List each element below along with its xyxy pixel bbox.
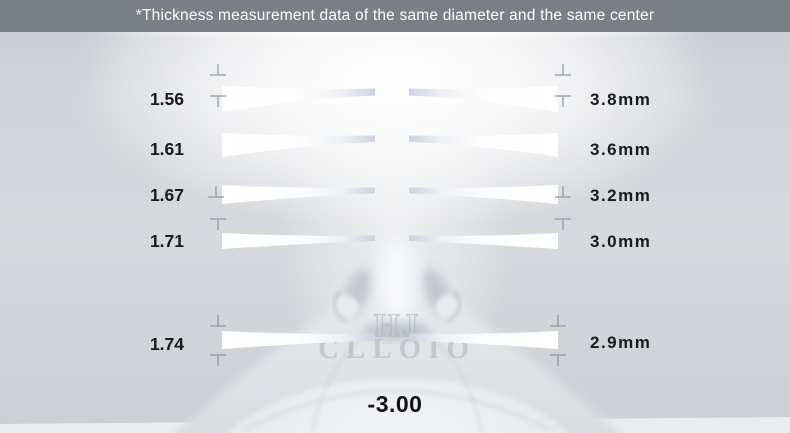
thickness-marker-icon bbox=[210, 354, 226, 366]
lens-power-label: -3.00 bbox=[367, 391, 423, 417]
lens-diagram bbox=[208, 64, 571, 366]
thickness-label: 2.9mm bbox=[590, 333, 652, 352]
thickness-marker-icon bbox=[550, 315, 566, 327]
lens-row bbox=[210, 218, 571, 249]
thickness-marker-icon bbox=[555, 218, 571, 230]
lens-row bbox=[210, 64, 571, 112]
thickness-marker-icon bbox=[555, 64, 571, 76]
lens-profile-right bbox=[409, 331, 558, 349]
index-label: 1.71 bbox=[149, 231, 184, 251]
nose-wing-left bbox=[331, 295, 359, 319]
thickness-marker-icon bbox=[555, 95, 571, 107]
thickness-marker-icon bbox=[210, 218, 226, 230]
lens-profile-right bbox=[409, 133, 558, 157]
nose-ridge-highlight bbox=[381, 240, 413, 324]
thickness-marker-icon bbox=[210, 315, 226, 327]
index-label: 1.67 bbox=[149, 185, 184, 205]
lip-arc bbox=[243, 390, 551, 431]
thickness-marker-icon bbox=[550, 354, 566, 366]
nostril-left bbox=[333, 291, 347, 322]
lens-row bbox=[208, 185, 571, 204]
lens-profile-right bbox=[409, 86, 558, 112]
thickness-marker-icon bbox=[555, 186, 571, 198]
index-label: 1.61 bbox=[149, 139, 184, 159]
watermark: HJ CLLOIO bbox=[318, 307, 469, 365]
lens-profile-left bbox=[222, 233, 375, 249]
thickness-marker-icon bbox=[210, 95, 226, 107]
lens-profile-left bbox=[222, 331, 375, 349]
thickness-label: 3.6mm bbox=[590, 140, 652, 159]
thickness-label: 3.2mm bbox=[590, 186, 652, 205]
nostril-right bbox=[447, 291, 461, 322]
lens-profile-left bbox=[222, 86, 375, 112]
lens-profile-right bbox=[409, 185, 558, 204]
nose-wing-right bbox=[435, 295, 463, 319]
face-illustration bbox=[175, 240, 619, 433]
title-banner: *Thickness measurement data of the same … bbox=[0, 0, 790, 32]
lens-row bbox=[210, 315, 566, 366]
thickness-marker-icon bbox=[210, 64, 226, 76]
lens-profile-left bbox=[222, 185, 375, 204]
index-label: 1.74 bbox=[149, 334, 184, 354]
lens-profile-right bbox=[409, 233, 558, 249]
thickness-marker-icon bbox=[208, 186, 224, 198]
lens-row bbox=[222, 133, 558, 157]
thickness-label: 3.8mm bbox=[590, 90, 652, 109]
lens-profile-left bbox=[222, 133, 375, 157]
thickness-label: 3.0mm bbox=[590, 232, 652, 251]
index-label: 1.56 bbox=[149, 89, 184, 109]
chin-dome bbox=[226, 378, 570, 433]
